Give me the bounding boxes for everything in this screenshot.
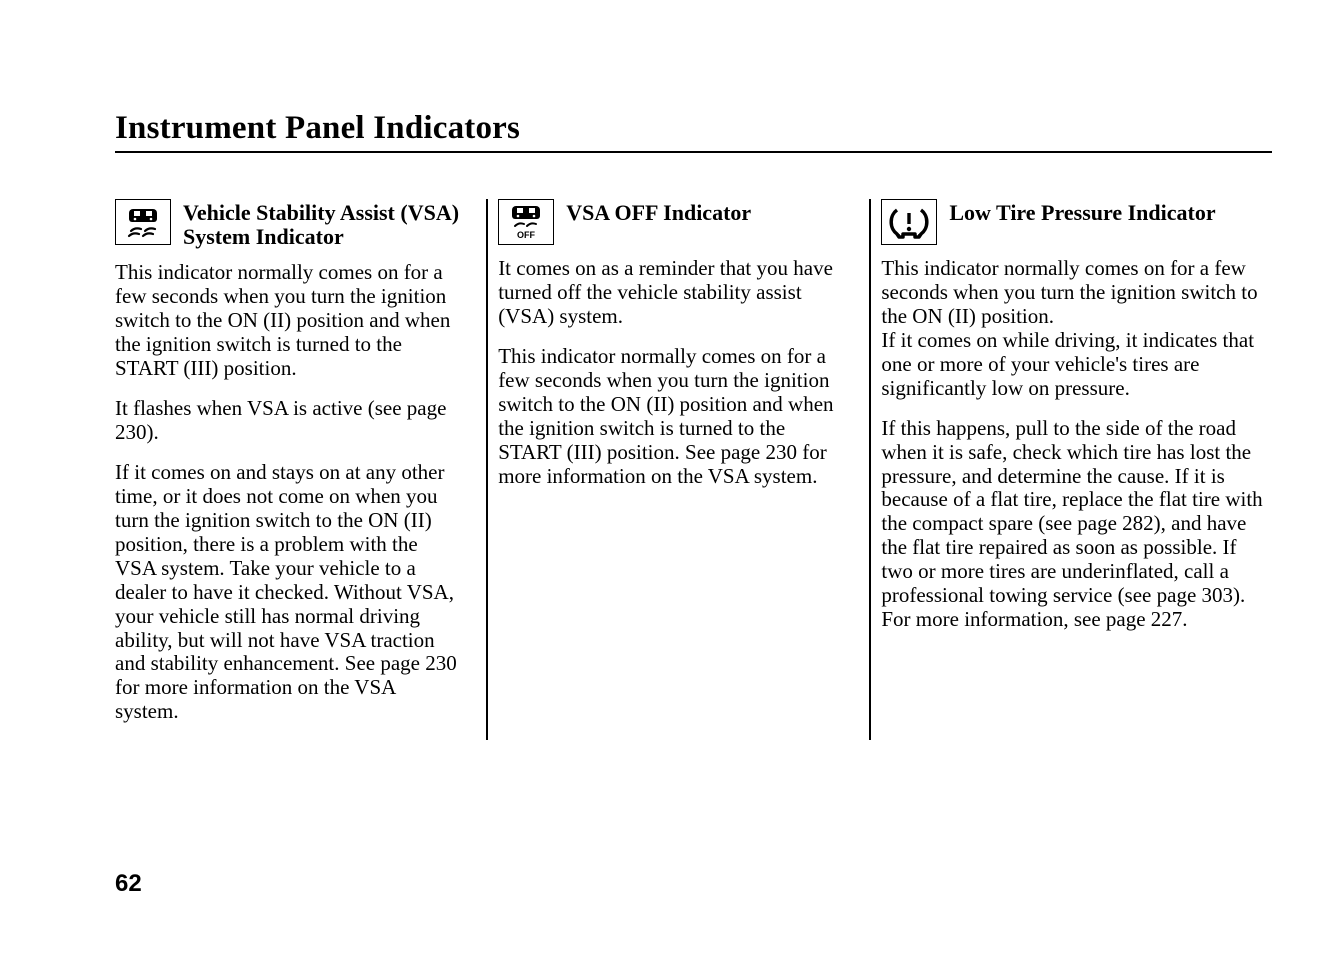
vsa-header: Vehicle Stability Assist (VSA) System In…: [115, 199, 462, 249]
column-vsa-off: OFF VSA OFF Indicator It comes on as a r…: [498, 199, 869, 740]
low-tire-title: Low Tire Pressure Indicator: [949, 199, 1215, 225]
page-title: Instrument Panel Indicators: [115, 110, 1272, 147]
title-rule: [115, 151, 1272, 153]
column-separator-1: [486, 199, 488, 740]
vsa-para-1: This indicator normally comes on for a f…: [115, 261, 462, 381]
vsa-icon-box: [115, 199, 171, 245]
column-low-tire: Low Tire Pressure Indicator This indicat…: [881, 199, 1272, 740]
low-tire-icon-box: [881, 199, 937, 245]
vsa-title: Vehicle Stability Assist (VSA) System In…: [183, 199, 462, 249]
column-separator-2: [869, 199, 871, 740]
vsa-para-3: If it comes on and stays on at any other…: [115, 461, 462, 724]
low-tire-para-2: If it comes on while driving, it indicat…: [881, 329, 1272, 401]
low-tire-para-1: This indicator normally comes on for a f…: [881, 257, 1272, 329]
vsa-off-icon-box: OFF: [498, 199, 554, 245]
vsa-off-title: VSA OFF Indicator: [566, 199, 751, 225]
column-vsa: Vehicle Stability Assist (VSA) System In…: [115, 199, 486, 740]
vsa-off-header: OFF VSA OFF Indicator: [498, 199, 845, 245]
svg-text:OFF: OFF: [517, 230, 535, 240]
low-tire-header: Low Tire Pressure Indicator: [881, 199, 1272, 245]
vsa-car-skid-icon: [125, 205, 161, 239]
low-tire-pressure-icon: [889, 204, 929, 240]
vsa-para-2: It flashes when VSA is active (see page …: [115, 397, 462, 445]
columns-container: Vehicle Stability Assist (VSA) System In…: [115, 199, 1272, 740]
vsa-off-icon: OFF: [508, 204, 544, 240]
page-number: 62: [115, 870, 142, 898]
manual-page: Instrument Panel Indicators: [0, 0, 1332, 954]
vsa-off-para-1: It comes on as a reminder that you have …: [498, 257, 845, 329]
low-tire-para-3: If this happens, pull to the side of the…: [881, 417, 1272, 632]
vsa-off-para-2: This indicator normally comes on for a f…: [498, 345, 845, 489]
